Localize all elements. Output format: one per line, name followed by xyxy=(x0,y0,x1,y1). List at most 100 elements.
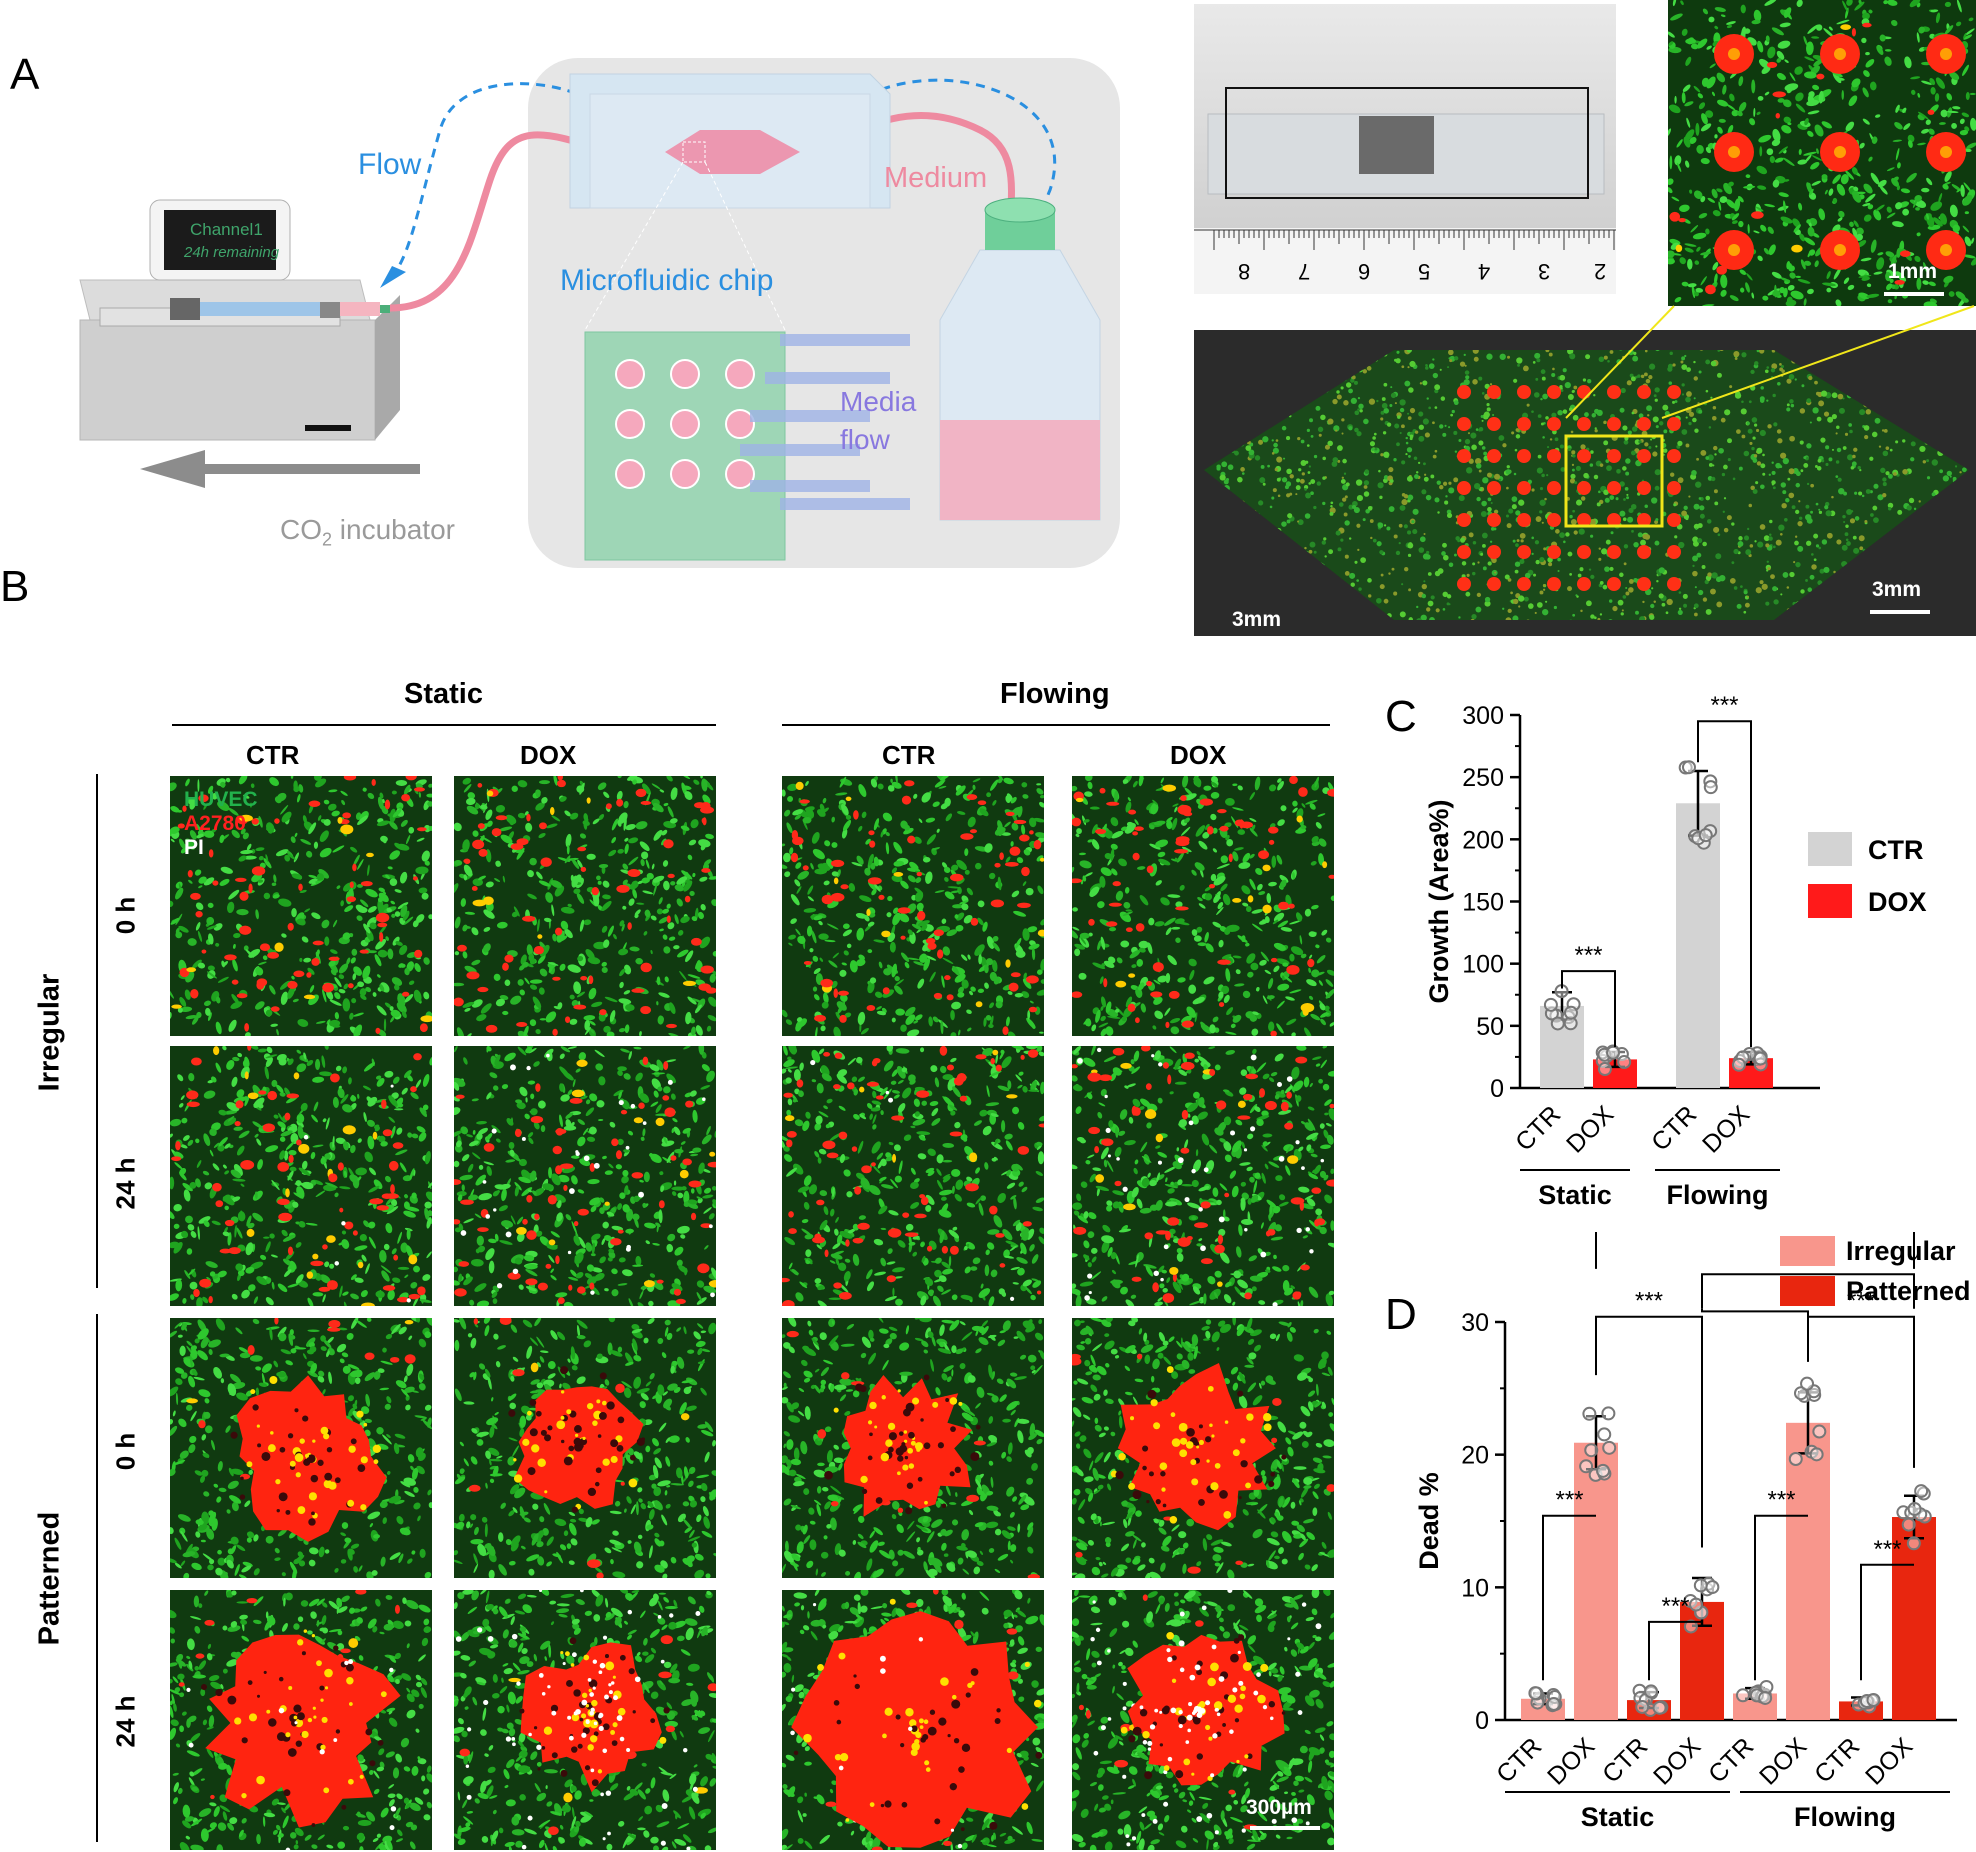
row-time: 0 h xyxy=(110,1432,141,1471)
data-point xyxy=(1602,1440,1617,1455)
y-tick-label: 0 xyxy=(1475,1707,1489,1735)
significance-label: *** xyxy=(1574,942,1602,969)
bar xyxy=(1676,803,1720,1088)
bar xyxy=(1892,1517,1936,1720)
panel-letter-c: C xyxy=(1385,692,1417,741)
chip-texture xyxy=(1194,330,1976,636)
row-group-line-irregular xyxy=(96,774,98,1288)
micrograph-tile xyxy=(454,776,716,1036)
significance-bracket xyxy=(1648,1620,1702,1681)
data-point xyxy=(1528,1686,1543,1701)
scale-label-3mm-right: 3mm xyxy=(1872,578,1922,601)
significance-bracket xyxy=(1697,720,1752,1047)
data-point xyxy=(1597,1062,1612,1077)
x-tick-label: DOX xyxy=(1542,1732,1600,1790)
x-tick-label: DOX xyxy=(1648,1732,1706,1790)
data-point xyxy=(1689,1597,1704,1612)
pump-screen-line1: Channel1 xyxy=(190,220,263,239)
scale-bar-300um xyxy=(1250,1826,1320,1830)
significance-bracket xyxy=(1860,1563,1914,1681)
legend-label: Patterned xyxy=(1846,1276,1971,1306)
tubing-inlet xyxy=(389,131,660,312)
group-label: Flowing xyxy=(1667,1180,1769,1210)
scale-bar-3mm xyxy=(1870,610,1930,614)
micrograph-tile xyxy=(782,1318,1044,1578)
scale-bar-1mm xyxy=(1884,292,1944,296)
micrograph-texture xyxy=(170,776,432,1036)
incubator-label-suffix: incubator xyxy=(332,514,455,545)
micrograph-tile xyxy=(1072,1046,1334,1306)
incubator-arrow xyxy=(140,450,420,488)
data-point xyxy=(1596,1463,1611,1478)
scale-label-3mm-left: 3mm xyxy=(1232,608,1282,631)
data-point xyxy=(1644,1684,1659,1699)
significance-label: *** xyxy=(1767,1487,1795,1514)
scale-label-1mm: 1mm xyxy=(1888,260,1938,283)
row-group-line-patterned xyxy=(96,1314,98,1842)
data-point xyxy=(1901,1517,1916,1532)
x-tick-label: DOX xyxy=(1754,1732,1812,1790)
significance-label: *** xyxy=(1661,1593,1689,1620)
micrograph-texture xyxy=(1072,1590,1334,1850)
data-point xyxy=(1812,1424,1827,1439)
micrograph-tile xyxy=(170,1046,432,1306)
micrograph-texture xyxy=(1072,776,1334,1036)
media-flow-label-2: flow xyxy=(840,424,890,455)
legend-label: DOX xyxy=(1868,887,1927,917)
data-point xyxy=(1735,1050,1750,1065)
micrograph-tile xyxy=(782,1590,1044,1850)
data-point xyxy=(1582,1406,1597,1421)
data-point xyxy=(1800,1376,1815,1391)
micrograph-texture xyxy=(454,1318,716,1578)
chip-zoom xyxy=(584,331,910,561)
panel-a-schematic xyxy=(79,58,1120,568)
y-tick-label: 100 xyxy=(1462,951,1504,979)
micrograph-texture xyxy=(170,1590,432,1850)
micrograph-texture xyxy=(170,1318,432,1578)
micrograph-tile xyxy=(170,1590,432,1850)
micrograph-tile xyxy=(782,1046,1044,1306)
significance-bracket xyxy=(1701,1273,1915,1309)
incubator-label: CO2 incubator xyxy=(280,514,455,551)
zoom-fluorescence-image xyxy=(1668,0,1976,306)
y-tick-label: 0 xyxy=(1490,1075,1504,1103)
data-point xyxy=(1703,780,1718,795)
micrograph-texture xyxy=(782,1046,1044,1306)
micrograph-tile xyxy=(1072,1590,1334,1850)
bar xyxy=(1627,1700,1671,1720)
micrograph-tile xyxy=(1072,776,1334,1036)
data-point xyxy=(1681,760,1696,775)
col-label: DOX xyxy=(520,740,577,770)
chip-label: Microfluidic chip xyxy=(560,264,774,297)
legend-swatch xyxy=(1780,1236,1835,1266)
data-point xyxy=(1617,1055,1632,1070)
scale-bar-pump xyxy=(305,425,351,431)
data-point xyxy=(1809,1447,1824,1462)
chip-fluorescence-image xyxy=(1194,330,1976,636)
micrograph-tile xyxy=(454,1590,716,1850)
x-tick-label: CTR xyxy=(1646,1100,1702,1156)
micrograph-tile xyxy=(170,1318,432,1578)
row-time: 24 h xyxy=(110,1157,141,1210)
data-point xyxy=(1753,1051,1768,1066)
data-point xyxy=(1914,1484,1929,1499)
data-point xyxy=(1597,1427,1612,1442)
col-label: CTR xyxy=(246,740,300,770)
x-tick-label: CTR xyxy=(1491,1732,1547,1788)
row-group-patterned: Patterned xyxy=(33,1511,66,1646)
medium-label: Medium xyxy=(884,162,988,194)
data-point xyxy=(1735,1688,1750,1703)
significance-label: *** xyxy=(1847,1288,1875,1315)
significance-bracket xyxy=(1754,1514,1808,1681)
significance-label: *** xyxy=(1635,1288,1663,1315)
significance-bracket xyxy=(1542,1514,1596,1681)
row-group-irregular: Irregular xyxy=(33,973,66,1092)
col-group-flowing-line xyxy=(782,724,1330,726)
legend-label: CTR xyxy=(1868,835,1924,865)
micrograph-texture xyxy=(782,1318,1044,1578)
y-axis-label: Dead % xyxy=(1414,1472,1444,1570)
data-point xyxy=(1563,1016,1578,1031)
micrograph-texture xyxy=(454,776,716,1036)
